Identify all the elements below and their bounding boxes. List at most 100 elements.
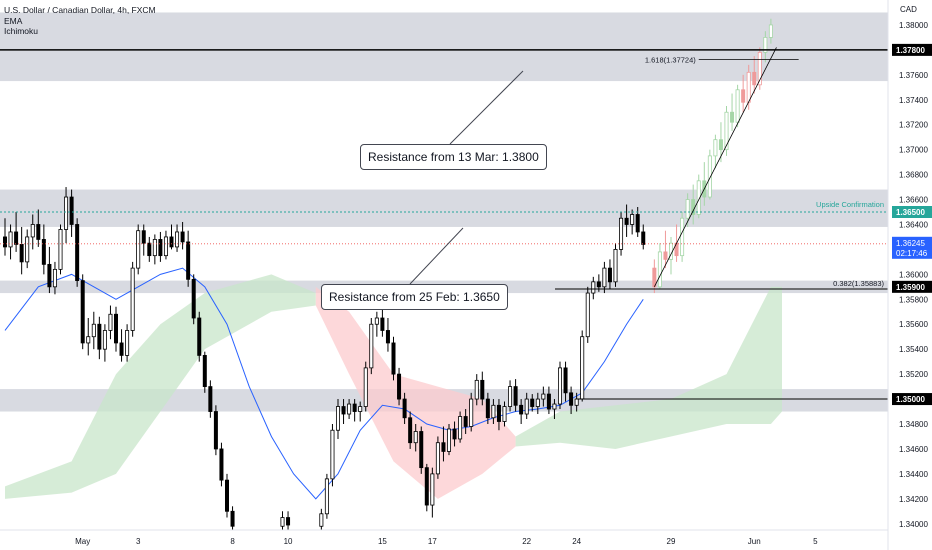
candle bbox=[408, 417, 413, 444]
x-tick-label: 17 bbox=[428, 537, 437, 546]
price-tag bbox=[892, 280, 932, 293]
candle bbox=[508, 386, 513, 407]
ichimoku-cloud-bull bbox=[5, 274, 316, 499]
candle bbox=[463, 416, 468, 427]
projection-candle bbox=[680, 217, 685, 257]
y-tick-label: 1.34400 bbox=[899, 470, 928, 479]
price-tag-label: 1.37800 bbox=[896, 46, 925, 55]
y-tick-label: 1.34800 bbox=[899, 420, 928, 429]
candle bbox=[591, 281, 596, 294]
candle bbox=[197, 317, 202, 356]
candle bbox=[452, 428, 457, 440]
fib-1618-label: 1.618(1.37724) bbox=[645, 55, 696, 64]
candle bbox=[52, 268, 57, 288]
candle bbox=[219, 448, 224, 481]
candle bbox=[64, 196, 69, 230]
candle bbox=[19, 244, 24, 263]
candle bbox=[25, 236, 30, 263]
candle bbox=[341, 406, 346, 415]
callout-resistance-feb[interactable]: Resistance from 25 Feb: 1.3650 bbox=[321, 284, 508, 310]
candle bbox=[213, 411, 218, 450]
callout-pointer-feb bbox=[409, 227, 464, 285]
y-tick-label: 1.35400 bbox=[899, 345, 928, 354]
candle bbox=[641, 231, 646, 245]
candle bbox=[36, 224, 41, 240]
candle bbox=[80, 280, 85, 344]
current-price-value: 1.36245 bbox=[896, 239, 925, 248]
candle bbox=[69, 196, 74, 225]
candle bbox=[280, 517, 285, 527]
projection-candle bbox=[730, 111, 735, 123]
candle bbox=[330, 429, 335, 480]
candle bbox=[102, 330, 107, 350]
candle bbox=[324, 478, 329, 515]
projection-candle bbox=[746, 71, 751, 103]
candle bbox=[563, 367, 568, 394]
projection-candle bbox=[707, 155, 712, 198]
y-tick-label: 1.37000 bbox=[899, 146, 928, 155]
y-tick-label: 1.36000 bbox=[899, 270, 928, 279]
candle bbox=[369, 323, 374, 369]
candle bbox=[147, 242, 152, 257]
candle bbox=[191, 278, 196, 319]
candle bbox=[535, 398, 540, 407]
y-tick-label: 1.34600 bbox=[899, 445, 928, 454]
candle bbox=[391, 342, 396, 375]
legend-ichimoku[interactable]: Ichimoku bbox=[4, 26, 39, 36]
candle bbox=[552, 403, 557, 410]
candle bbox=[75, 224, 80, 281]
resistance-zone bbox=[0, 189, 888, 227]
candle bbox=[585, 292, 590, 338]
candle bbox=[619, 217, 624, 250]
candle bbox=[424, 467, 429, 506]
candle bbox=[485, 398, 490, 419]
candle bbox=[546, 393, 551, 410]
candle bbox=[352, 403, 357, 412]
projection-candle bbox=[763, 37, 768, 53]
candle bbox=[358, 406, 363, 412]
candle bbox=[119, 342, 124, 356]
candle bbox=[574, 398, 579, 406]
candle bbox=[163, 236, 168, 257]
candle bbox=[558, 367, 563, 405]
candle bbox=[47, 263, 52, 288]
candle bbox=[446, 428, 451, 452]
price-tag-label: 1.36500 bbox=[896, 208, 925, 217]
candle bbox=[569, 392, 574, 406]
candle bbox=[130, 267, 135, 331]
price-tag bbox=[892, 43, 932, 56]
y-tick-label: 1.34000 bbox=[899, 520, 928, 529]
candle bbox=[469, 398, 474, 427]
legend-symbol[interactable]: U.S. Dollar / Canadian Dollar, 4h, FXCM bbox=[4, 5, 156, 15]
candle bbox=[441, 442, 446, 452]
x-tick-label: May bbox=[75, 537, 90, 546]
upside-confirmation-label: Upside Confirmation bbox=[816, 200, 884, 209]
candle bbox=[402, 398, 407, 419]
candle bbox=[108, 313, 113, 331]
candle bbox=[180, 231, 185, 243]
projection-candle bbox=[685, 199, 690, 219]
projection-candle bbox=[713, 139, 718, 157]
candle bbox=[630, 214, 635, 225]
x-tick-label: 8 bbox=[230, 537, 235, 546]
candle bbox=[607, 267, 612, 283]
callout-resistance-mar[interactable]: Resistance from 13 Mar: 1.3800 bbox=[360, 144, 547, 170]
candle bbox=[8, 231, 13, 248]
candle bbox=[158, 239, 163, 257]
candle bbox=[86, 336, 91, 344]
projection-candle bbox=[752, 71, 757, 86]
candle bbox=[524, 398, 529, 415]
legend-ema[interactable]: EMA bbox=[4, 15, 23, 26]
candle bbox=[186, 241, 191, 280]
x-tick-label: 3 bbox=[136, 537, 141, 546]
candle bbox=[580, 336, 585, 400]
projection-candle bbox=[657, 251, 662, 288]
resistance-zone bbox=[0, 12, 888, 82]
y-tick-label: 1.37400 bbox=[899, 96, 928, 105]
price-axis bbox=[888, 0, 932, 550]
candle bbox=[458, 416, 463, 440]
candle bbox=[335, 406, 340, 431]
chart-legend: U.S. Dollar / Canadian Dollar, 4h, FXCM … bbox=[4, 5, 156, 37]
candle bbox=[125, 330, 130, 356]
